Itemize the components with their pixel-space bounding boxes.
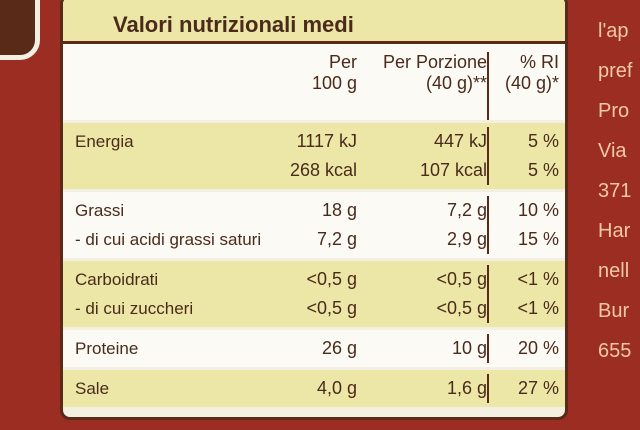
header-text: 100 g [311, 73, 357, 93]
row: - di cui acidi grassi saturi 7,2 g 2,9 g 15… [63, 225, 565, 254]
header-cell: Per Porzione (40 g)** [357, 52, 487, 120]
cell: 10 % [487, 196, 565, 225]
row: 268 kcal 107 kcal 5 % [63, 156, 565, 185]
cell: <0,5 g [306, 298, 357, 318]
cell: 1117 kJ [296, 131, 357, 151]
side-fragment: Via [598, 140, 627, 162]
cell: <0,5 g [436, 269, 487, 289]
side-fragment: 655 [598, 340, 632, 362]
row-label: Grassi [75, 201, 125, 220]
cell: 4,0 g [316, 378, 357, 398]
side-fragment: nell [598, 260, 630, 282]
cell: 268 kcal [289, 160, 357, 180]
row-label: - di cui acidi grassi saturi [75, 230, 262, 249]
cell: 7,2 g [316, 229, 357, 249]
cell: 1,6 g [446, 378, 487, 398]
side-fragment: pref [598, 60, 633, 82]
row: Energia 1117 kJ 447 kJ 5 % [63, 127, 565, 156]
label-title: Valori nutrizionali medi [63, 0, 565, 44]
side-text: l'ap pref Pro Via 371 Har nell Bur 655 [598, 20, 632, 380]
cell: 5 % [487, 156, 565, 185]
row: Sale 4,0 g 1,6 g 27 % [63, 374, 565, 403]
table-body: Energia 1117 kJ 447 kJ 5 % 268 kcal 107 kcal 5… [63, 120, 565, 407]
header-text: (40 g)** [425, 73, 487, 93]
cell: <1 % [487, 294, 565, 323]
header-text: % RI [519, 52, 559, 72]
header-text: (40 g)* [504, 73, 559, 93]
header-spacer [75, 52, 237, 120]
cell: 27 % [487, 374, 565, 403]
logo [0, 0, 40, 60]
section: Proteine 26 g 10 g 20 % [63, 327, 565, 367]
row: Proteine 26 g 10 g 20 % [63, 334, 565, 363]
cell: 7,2 g [446, 200, 487, 220]
row-label: Sale [75, 379, 110, 398]
header-text: Per Porzione [382, 52, 487, 72]
cell: <0,5 g [436, 298, 487, 318]
row-label: - di cui zuccheri [75, 299, 194, 318]
section: Grassi 18 g 7,2 g 10 % - di cui acidi grassi… [63, 189, 565, 258]
row-label: Proteine [75, 339, 139, 358]
side-fragment: Bur [598, 300, 630, 322]
cell: 26 g [321, 338, 357, 358]
row: Grassi 18 g 7,2 g 10 % [63, 196, 565, 225]
section: Carboidrati <0,5 g <0,5 g <1 % - di cui zucc… [63, 258, 565, 327]
row-label: Carboidrati [75, 270, 159, 289]
row-label: Energia [75, 132, 134, 151]
cell: 107 kcal [419, 160, 487, 180]
side-fragment: Har [598, 220, 631, 242]
cell: 447 kJ [433, 131, 487, 151]
side-fragment: 371 [598, 180, 632, 202]
cell: 5 % [487, 127, 565, 156]
side-fragment: l'ap [598, 20, 629, 42]
header: Per 100 g Per Porzione (40 g)**% RI (40 g)* [63, 44, 565, 120]
cell: <0,5 g [306, 269, 357, 289]
cell: <1 % [487, 265, 565, 294]
header-text: Per [328, 52, 357, 72]
header-cell: % RI (40 g)* [487, 52, 565, 120]
row: Carboidrati <0,5 g <0,5 g <1 % [63, 265, 565, 294]
nutrition-label: Valori nutrizionali medi Per 100 g Per Por… [60, 0, 568, 420]
row: - di cui zuccheri <0,5 g <0,5 g <1 % [63, 294, 565, 323]
section: Sale 4,0 g 1,6 g 27 % [63, 367, 565, 407]
cell: 15 % [487, 225, 565, 254]
section: Energia 1117 kJ 447 kJ 5 % 268 kcal 107 kcal 5… [63, 120, 565, 189]
side-fragment: Pro [598, 100, 630, 122]
header-cell: Per 100 g [237, 52, 357, 120]
row-label-empty [75, 156, 237, 185]
cell: 10 g [451, 338, 487, 358]
cell: 18 g [321, 200, 357, 220]
cell: 2,9 g [446, 229, 487, 249]
cell: 20 % [487, 334, 565, 363]
